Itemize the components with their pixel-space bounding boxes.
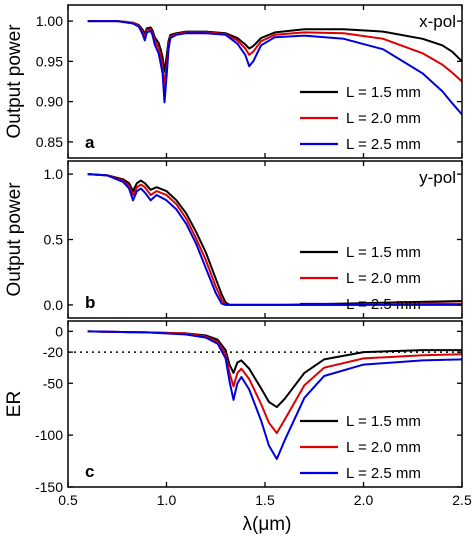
x-tick-label: 2.5: [452, 492, 472, 508]
series-line-c-2: [87, 330, 462, 435]
y-tick-label-a: 0.85: [36, 134, 63, 150]
legend-label-c-1: L = 1.5 mm: [346, 413, 421, 430]
legend-label-a-2: L = 2.0 mm: [346, 110, 421, 127]
y-tick-label-c: -100: [35, 427, 63, 443]
panel-letter-c: c: [85, 462, 94, 481]
y-tick-label-a: 0.95: [36, 53, 63, 69]
x-axis-title: λ(μm): [243, 514, 292, 535]
legend-label-b-2: L = 2.0 mm: [346, 270, 421, 287]
y-tick-label-a: 1.00: [36, 13, 63, 29]
series-line-b-3: [87, 173, 462, 306]
y-tick-label-b: 0.5: [44, 232, 64, 248]
y-tick-label-c: 0: [55, 323, 63, 339]
panel-b: 0.0 0.5 1.0 Output power y-pol b L = 1.5 mm L =…: [4, 160, 463, 319]
panel-letter-a: a: [85, 133, 95, 152]
polarization-label-a: x-pol: [419, 12, 456, 31]
y-tick-label-c: -20: [43, 344, 63, 360]
x-tick-label: 2.0: [354, 492, 374, 508]
y-axis-title-b: Output power: [4, 182, 25, 297]
y-tick-label-a: 0.90: [36, 94, 63, 110]
y-axis-title-c: ER: [4, 391, 25, 417]
plot-frame-c: [67, 320, 463, 488]
series-line-c-1: [87, 330, 462, 409]
y-tick-label-b: 1.0: [44, 166, 64, 182]
y-axis-title-a: Output power: [4, 24, 25, 139]
legend-label-b-3: L = 2.5 mm: [346, 296, 421, 313]
x-tick-label: 1.0: [157, 492, 177, 508]
polarization-label-b: y-pol: [419, 168, 456, 187]
panel-a: 0.85 0.90 0.95 1.00 Output power x-pol a L = 1.…: [4, 4, 463, 159]
legend-label-c-2: L = 2.0 mm: [346, 439, 421, 456]
y-tick-label-b: 0.0: [44, 297, 64, 313]
panel-letter-b: b: [85, 293, 95, 312]
y-tick-label-c: -150: [35, 479, 63, 495]
x-tick-label: 1.5: [255, 492, 275, 508]
legend-label-a-3: L = 2.5 mm: [346, 136, 421, 153]
x-tick-label: 0.5: [58, 492, 78, 508]
legend-label-a-1: L = 1.5 mm: [346, 84, 421, 101]
legend-label-c-3: L = 2.5 mm: [346, 465, 421, 482]
series-line-c-3: [87, 330, 462, 460]
y-tick-label-c: -50: [43, 375, 63, 391]
legend-label-b-1: L = 1.5 mm: [346, 244, 421, 261]
series-line-a-3: [87, 20, 462, 116]
